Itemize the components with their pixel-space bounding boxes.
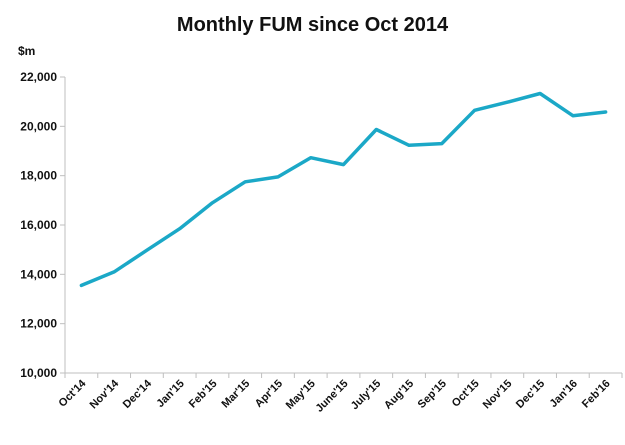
x-tick-label: Feb'15 [187,378,220,411]
x-tick-label: Oct'14 [57,377,90,410]
x-tick-label: Mar'15 [220,378,253,411]
y-tick-label: 14,000 [20,267,57,281]
x-tick-label: Sep'15 [416,378,449,411]
y-tick-label: 20,000 [20,119,57,133]
y-tick-label: 12,000 [20,317,57,331]
x-tick-label: Nov'14 [88,377,122,411]
x-tick-label: Apr'15 [253,378,285,410]
series-group [79,91,608,288]
y-tick-label: 18,000 [20,169,57,183]
y-tick-label: 22,000 [20,70,57,84]
x-tick-label: Dec'14 [121,377,155,411]
x-tick-label: June'15 [313,378,350,415]
chart-title: Monthly FUM since Oct 2014 [176,14,449,36]
x-tick-label: July'15 [349,378,384,413]
y-axis-unit-label: $m [18,44,36,58]
y-tick-group: 10,000 12,000 14,000 16,000 18,000 20,000 22,0… [20,70,65,380]
x-tick-group: Oct'14 Nov'14 Dec'14 Jan'15 Feb'15 Mar'15 Apr'… [57,373,623,415]
x-tick-label: Aug'15 [382,378,416,412]
axes [64,77,622,374]
y-tick-label: 16,000 [20,218,57,232]
x-tick-label: Feb'16 [580,378,613,411]
x-tick-label: Jan'16 [548,378,580,410]
x-tick-label: Oct'15 [450,378,482,410]
x-tick-label: Jan'15 [154,378,186,410]
y-tick-label: 10,000 [20,366,57,380]
series-line [79,91,608,288]
x-tick-label: Dec'15 [514,378,547,411]
x-tick-label: Nov'15 [481,378,515,412]
